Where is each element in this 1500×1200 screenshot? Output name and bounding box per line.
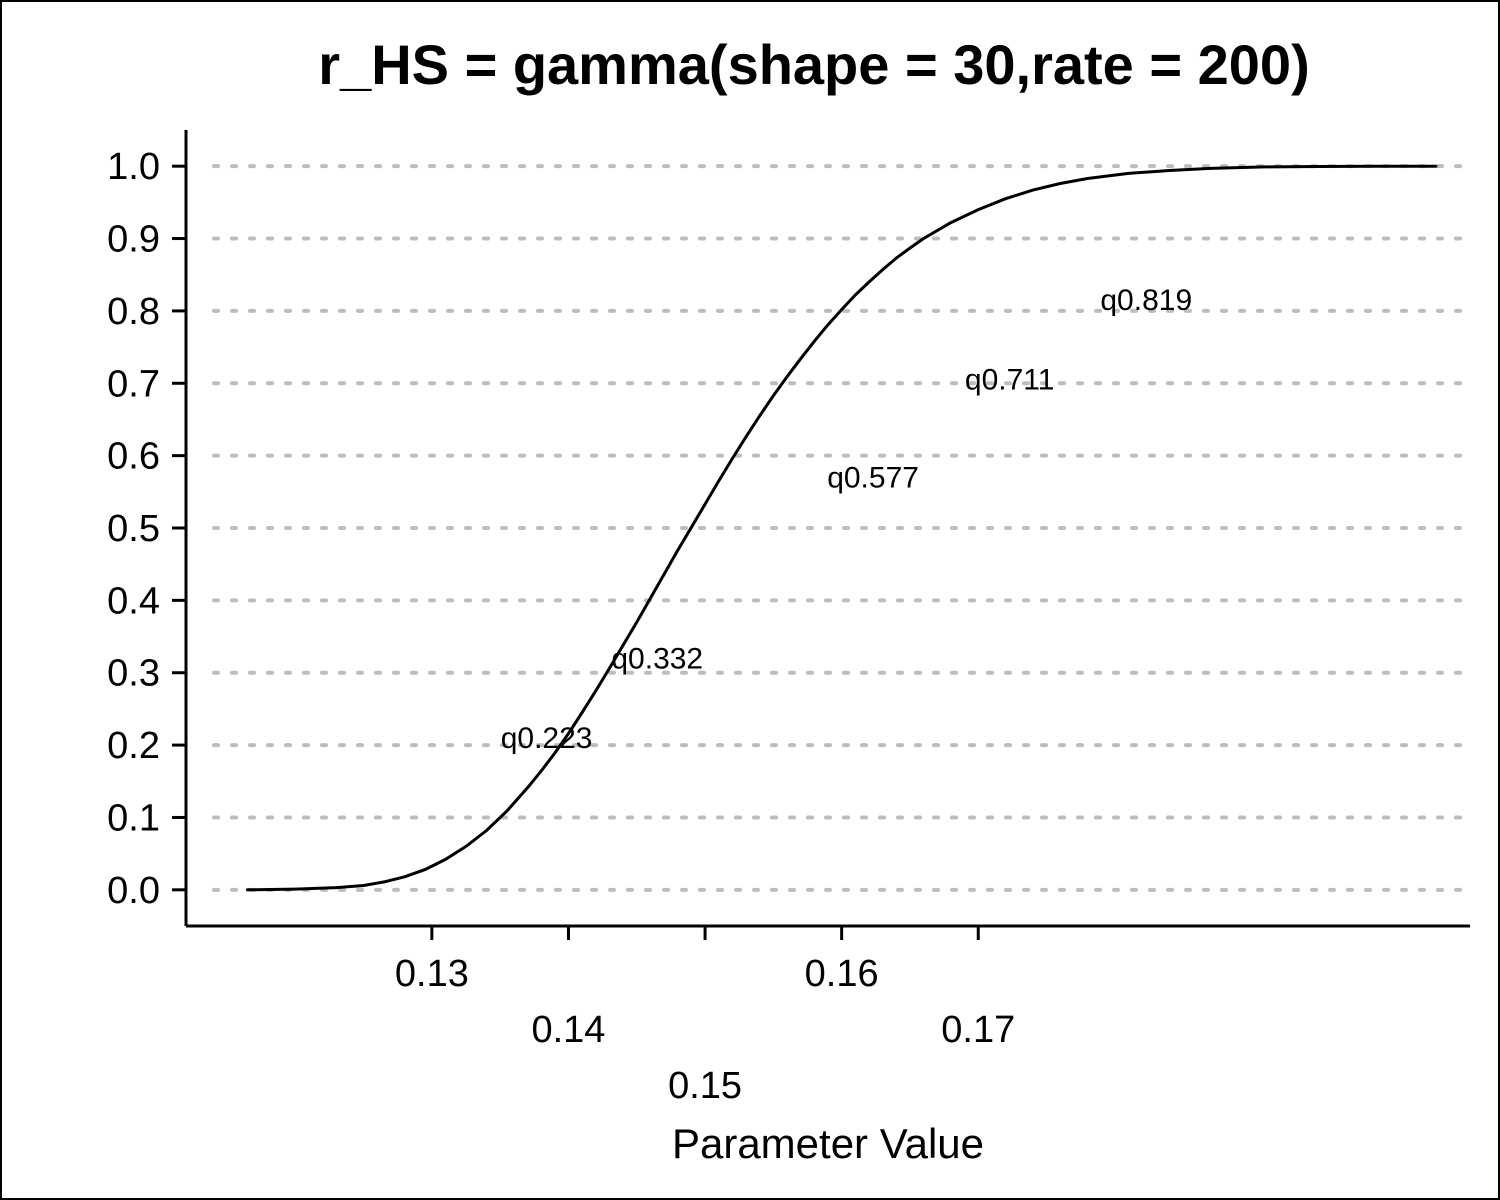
series-line bbox=[246, 164, 1438, 892]
y-ticks: 0.0 0.1 0.2 0.3 0.4 0.5 0.6 0.7 0.8 0.9 1.0 bbox=[107, 146, 186, 912]
annotation-layer: q0.223 q0.332 q0.577 q0.711 q0.819 bbox=[501, 284, 1192, 755]
quantile-annotation: q0.332 bbox=[611, 642, 703, 675]
quantile-annotation: q0.711 bbox=[965, 364, 1055, 397]
y-tick-label: 0.9 bbox=[107, 219, 160, 261]
y-tick-label: 1.0 bbox=[107, 146, 160, 188]
y-tick-label: 0.6 bbox=[107, 436, 160, 478]
quantile-annotation: q0.223 bbox=[501, 722, 593, 755]
y-tick-label: 0.3 bbox=[107, 653, 160, 695]
y-tick-label: 0.8 bbox=[107, 291, 160, 333]
y-tick-label: 0.1 bbox=[107, 797, 160, 839]
x-tick-label: 0.13 bbox=[395, 953, 469, 995]
y-tick-label: 0.4 bbox=[107, 580, 160, 622]
quantile-annotation: q0.819 bbox=[1100, 284, 1192, 317]
quantile-annotation: q0.577 bbox=[827, 461, 919, 494]
x-tick-label: 0.14 bbox=[531, 1009, 605, 1051]
x-tick-label: 0.15 bbox=[668, 1065, 742, 1107]
chart-title: r_HS = gamma(shape = 30,rate = 200) bbox=[318, 33, 1309, 96]
series-layer bbox=[246, 164, 1438, 892]
grid-layer bbox=[212, 164, 1462, 892]
y-tick-label: 0.0 bbox=[107, 870, 160, 912]
x-tick-label: 0.17 bbox=[941, 1009, 1015, 1051]
x-tick-label: 0.16 bbox=[805, 953, 879, 995]
x-axis-title: Parameter Value bbox=[672, 1120, 984, 1167]
y-tick-label: 0.5 bbox=[107, 508, 160, 550]
y-tick-label: 0.2 bbox=[107, 725, 160, 767]
x-ticks: 0.13 0.14 0.15 0.16 0.17 bbox=[395, 926, 1015, 1107]
y-tick-label: 0.7 bbox=[107, 363, 160, 405]
